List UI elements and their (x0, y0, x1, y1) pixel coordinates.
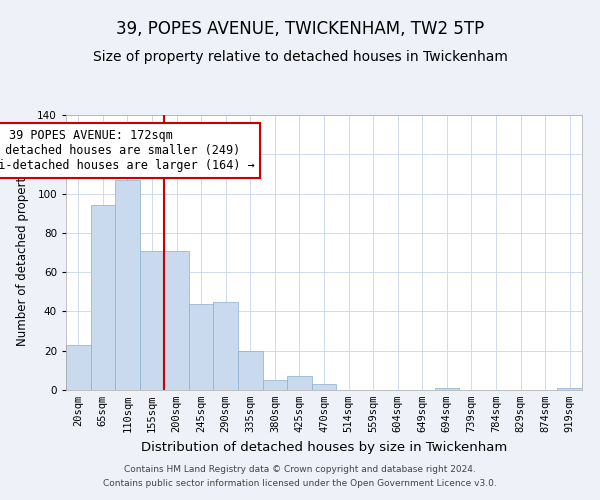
Bar (115, 180, 140, 390)
Bar (263, 380, 287, 390)
Text: Contains HM Land Registry data © Crown copyright and database right 2024.
Contai: Contains HM Land Registry data © Crown c… (103, 466, 497, 487)
Text: 39 POPES AVENUE: 172sqm
← 60% of detached houses are smaller (249)
40% of semi-d: 39 POPES AVENUE: 172sqm ← 60% of detache… (0, 128, 254, 172)
Bar (66, 345, 91, 390)
Bar (214, 302, 238, 390)
Bar (140, 250, 164, 390)
Bar (287, 376, 312, 390)
Text: 39, POPES AVENUE, TWICKENHAM, TW2 5TP: 39, POPES AVENUE, TWICKENHAM, TW2 5TP (116, 20, 484, 38)
Y-axis label: Number of detached properties: Number of detached properties (16, 160, 29, 346)
Text: Size of property relative to detached houses in Twickenham: Size of property relative to detached ho… (92, 50, 508, 64)
Bar (434, 388, 459, 390)
Bar (164, 250, 189, 390)
Bar (557, 388, 582, 390)
Bar (91, 206, 115, 390)
Bar (238, 350, 263, 390)
Bar (312, 384, 336, 390)
Bar (189, 304, 214, 390)
X-axis label: Distribution of detached houses by size in Twickenham: Distribution of detached houses by size … (141, 440, 507, 454)
